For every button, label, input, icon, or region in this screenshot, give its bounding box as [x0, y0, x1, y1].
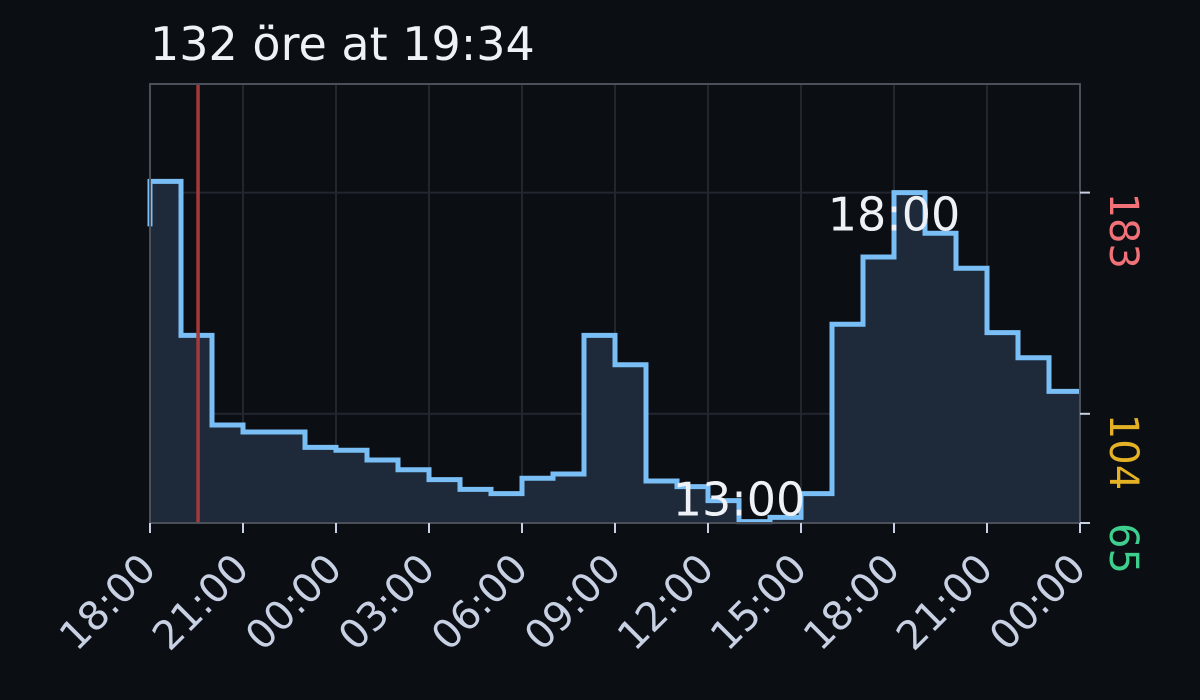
x-tick-label: 21:00: [888, 546, 1002, 660]
price-step-line: [147, 178, 1080, 525]
annotation-label: 18:00: [828, 188, 961, 242]
plot-area: 18:0021:0000:0003:0006:0009:0012:0015:00…: [51, 83, 1146, 660]
x-tick-label: 18:00: [795, 546, 909, 660]
chart-title: 132 öre at 19:34: [150, 17, 535, 71]
annotation-label: 13:00: [673, 473, 806, 527]
x-tick-label: 03:00: [330, 546, 444, 660]
x-tick-label: 21:00: [144, 546, 258, 660]
x-tick-label: 12:00: [609, 546, 723, 660]
x-tick-label: 00:00: [981, 546, 1095, 660]
x-tick-label: 06:00: [423, 546, 537, 660]
x-tick-label: 18:00: [51, 546, 165, 660]
y-tick-label: 65: [1100, 523, 1146, 574]
x-tick-label: 00:00: [237, 546, 351, 660]
x-tick-label: 15:00: [702, 546, 816, 660]
x-tick-label: 09:00: [516, 546, 630, 660]
y-tick-label: 183: [1100, 193, 1146, 269]
y-tick-label: 104: [1100, 414, 1146, 490]
